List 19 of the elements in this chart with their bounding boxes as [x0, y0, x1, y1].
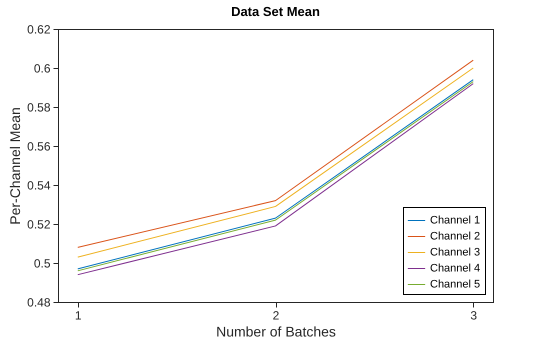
x-axis-title: Number of Batches [216, 324, 336, 337]
y-tick-label: 0.52 [27, 218, 51, 232]
y-tick-label: 0.56 [27, 140, 51, 154]
legend-label: Channel 5 [430, 278, 480, 290]
x-tick-label: 2 [272, 308, 280, 322]
x-tick-label: 3 [470, 308, 478, 322]
y-tick-label: 0.62 [27, 22, 51, 36]
legend-label: Channel 3 [430, 246, 480, 258]
chart-title: Data Set Mean [231, 4, 320, 19]
y-tick-label: 0.5 [34, 256, 51, 270]
legend-label: Channel 2 [430, 230, 480, 242]
legend-label: Channel 4 [430, 262, 480, 274]
y-tick-label: 0.58 [27, 100, 51, 114]
x-tick-label: 1 [74, 308, 82, 322]
y-tick-label: 0.54 [27, 178, 51, 192]
y-axis-title: Per-Channel Mean [7, 107, 24, 225]
y-tick-label: 0.6 [34, 62, 51, 76]
legend-label: Channel 1 [430, 214, 480, 226]
y-tick-label: 0.48 [27, 296, 51, 310]
